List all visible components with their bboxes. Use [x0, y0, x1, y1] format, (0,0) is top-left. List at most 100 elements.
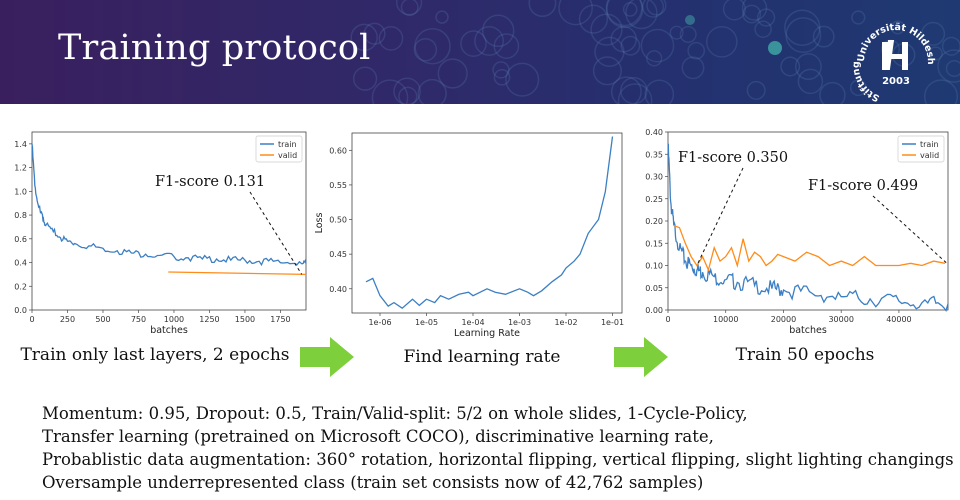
header-bubble — [578, 4, 609, 34]
y-tick-label: 0.8 — [14, 211, 27, 220]
header-bubble — [705, 25, 738, 58]
x-tick-label: 500 — [95, 315, 110, 324]
x-axis-label: batches — [150, 325, 188, 336]
x-tick-label: 1e-05 — [415, 318, 438, 327]
header-bubble — [592, 56, 622, 86]
header-bubble — [371, 79, 409, 104]
header-bubble — [610, 76, 642, 104]
x-axis-label: Learning Rate — [454, 328, 520, 339]
y-tick-label: 0.40 — [329, 285, 347, 294]
annotation-pointer — [249, 191, 303, 275]
header-bubble — [620, 76, 648, 104]
header-bubble — [617, 83, 653, 104]
header-bubble — [890, 20, 905, 35]
x-tick-label: 30000 — [828, 315, 853, 324]
y-tick-label: 0.4 — [14, 259, 27, 268]
header-bubble — [622, 2, 638, 17]
plot-train-50-epochs: 0.00 0.05 0.10 0.15 0.20 0.25 0.30 0.35 0.40 0 100… — [638, 124, 956, 342]
y-tick-label: 0.0 — [14, 306, 27, 315]
plot-train-last-layers: 0.0 0.2 0.4 0.6 0.8 1.0 1.2 1.4 0 250 500 750 1000 12… — [0, 124, 310, 342]
y-tick-label: 0.20 — [645, 217, 663, 226]
x-tick-label: 250 — [60, 315, 75, 324]
header-bubble — [669, 25, 684, 40]
series-line-train — [667, 143, 949, 313]
header-bubble — [641, 0, 665, 18]
header-bubble — [722, 0, 746, 21]
header-bubble — [945, 59, 960, 78]
header-bubble — [435, 10, 449, 24]
header-bubble — [851, 10, 866, 25]
chart-1: 0.0 0.2 0.4 0.6 0.8 1.0 1.2 1.4 0 250 500 750 1000 12… — [14, 131, 307, 336]
x-tick-label: 1e-04 — [461, 318, 484, 327]
y-tick-label: 0.50 — [329, 216, 347, 225]
caption-plot-1: Train only last layers, 2 epochs — [20, 345, 290, 365]
header-bubble — [687, 41, 706, 60]
header-bubble — [742, 4, 762, 24]
f1-score-annotation-1: F1-score 0.350 — [678, 150, 788, 166]
header-bubble — [606, 0, 644, 28]
header-glow-dot — [768, 41, 782, 55]
y-tick-label: 0.30 — [645, 173, 663, 182]
header-bubble — [414, 27, 451, 65]
header-bubble — [681, 56, 705, 80]
header-banner: Training protocol Universität Hildesheim… — [0, 0, 960, 104]
header-bubble — [481, 14, 515, 48]
f1-score-annotation-2: F1-score 0.499 — [808, 178, 918, 194]
series-line-train — [31, 143, 307, 267]
header-bubble — [794, 53, 822, 81]
header-bubble — [785, 17, 822, 54]
header-bubble — [460, 30, 487, 57]
header-bubble — [363, 22, 386, 45]
caption-plot-3: Train 50 epochs — [735, 345, 875, 365]
y-tick-label: 0.55 — [329, 181, 347, 190]
header-bubble — [640, 28, 675, 63]
protocol-details: Momentum: 0.95, Dropout: 0.5, Train/Vali… — [42, 402, 954, 494]
header-bubble — [505, 62, 540, 97]
header-bubble — [398, 86, 418, 104]
y-tick-label: 0.25 — [645, 195, 663, 204]
x-tick-label: 0 — [29, 315, 34, 324]
slide-title: Training protocol — [58, 28, 371, 68]
legend-label-train: train — [920, 140, 939, 149]
header-bubble — [437, 58, 468, 89]
header-bubble — [644, 79, 675, 104]
y-tick-label: 0.00 — [645, 306, 663, 315]
header-bubble — [620, 35, 641, 56]
logo-mark — [882, 40, 908, 70]
header-bubble — [679, 25, 697, 43]
header-bubble — [605, 0, 643, 27]
arrow-right-icon — [300, 337, 354, 377]
y-tick-label: 0.2 — [14, 282, 27, 291]
header-bubble — [474, 25, 505, 56]
header-bubble — [413, 37, 438, 62]
legend-label-valid: valid — [920, 151, 939, 160]
y-tick-label: 0.15 — [645, 239, 663, 248]
series-line-loss — [365, 136, 614, 310]
header-bubble — [417, 78, 447, 104]
chart-3: 0.00 0.05 0.10 0.15 0.20 0.25 0.30 0.35 0.40 0 100… — [645, 128, 949, 336]
series-line-valid — [168, 271, 307, 276]
x-tick-label: 1000 — [164, 315, 184, 324]
header-bubble — [352, 66, 378, 91]
y-tick-label: 0.35 — [645, 150, 663, 159]
x-tick-label: 750 — [131, 315, 146, 324]
legend-label-train: train — [278, 140, 297, 149]
header-glow-dot — [685, 15, 695, 25]
x-tick-label: 1e-02 — [554, 318, 577, 327]
header-bubble — [784, 9, 821, 46]
y-tick-label: 0.05 — [645, 284, 663, 293]
x-tick-label: 1e-06 — [368, 318, 391, 327]
x-tick-label: 1e-01 — [601, 318, 624, 327]
header-bubble — [610, 25, 637, 53]
x-tick-label: 0 — [665, 315, 670, 324]
y-axis-label: Loss — [314, 213, 325, 234]
y-tick-label: 0.45 — [329, 250, 347, 259]
header-bubble — [493, 68, 511, 86]
university-logo: Universität Hildesheim Stiftung 2003 — [850, 12, 936, 103]
header-bubble — [625, 0, 658, 30]
header-bubble — [928, 46, 943, 61]
header-bubble — [400, 0, 419, 17]
annotation-pointer-2 — [872, 195, 948, 264]
header-bubble — [923, 79, 959, 104]
header-texture — [350, 0, 960, 104]
